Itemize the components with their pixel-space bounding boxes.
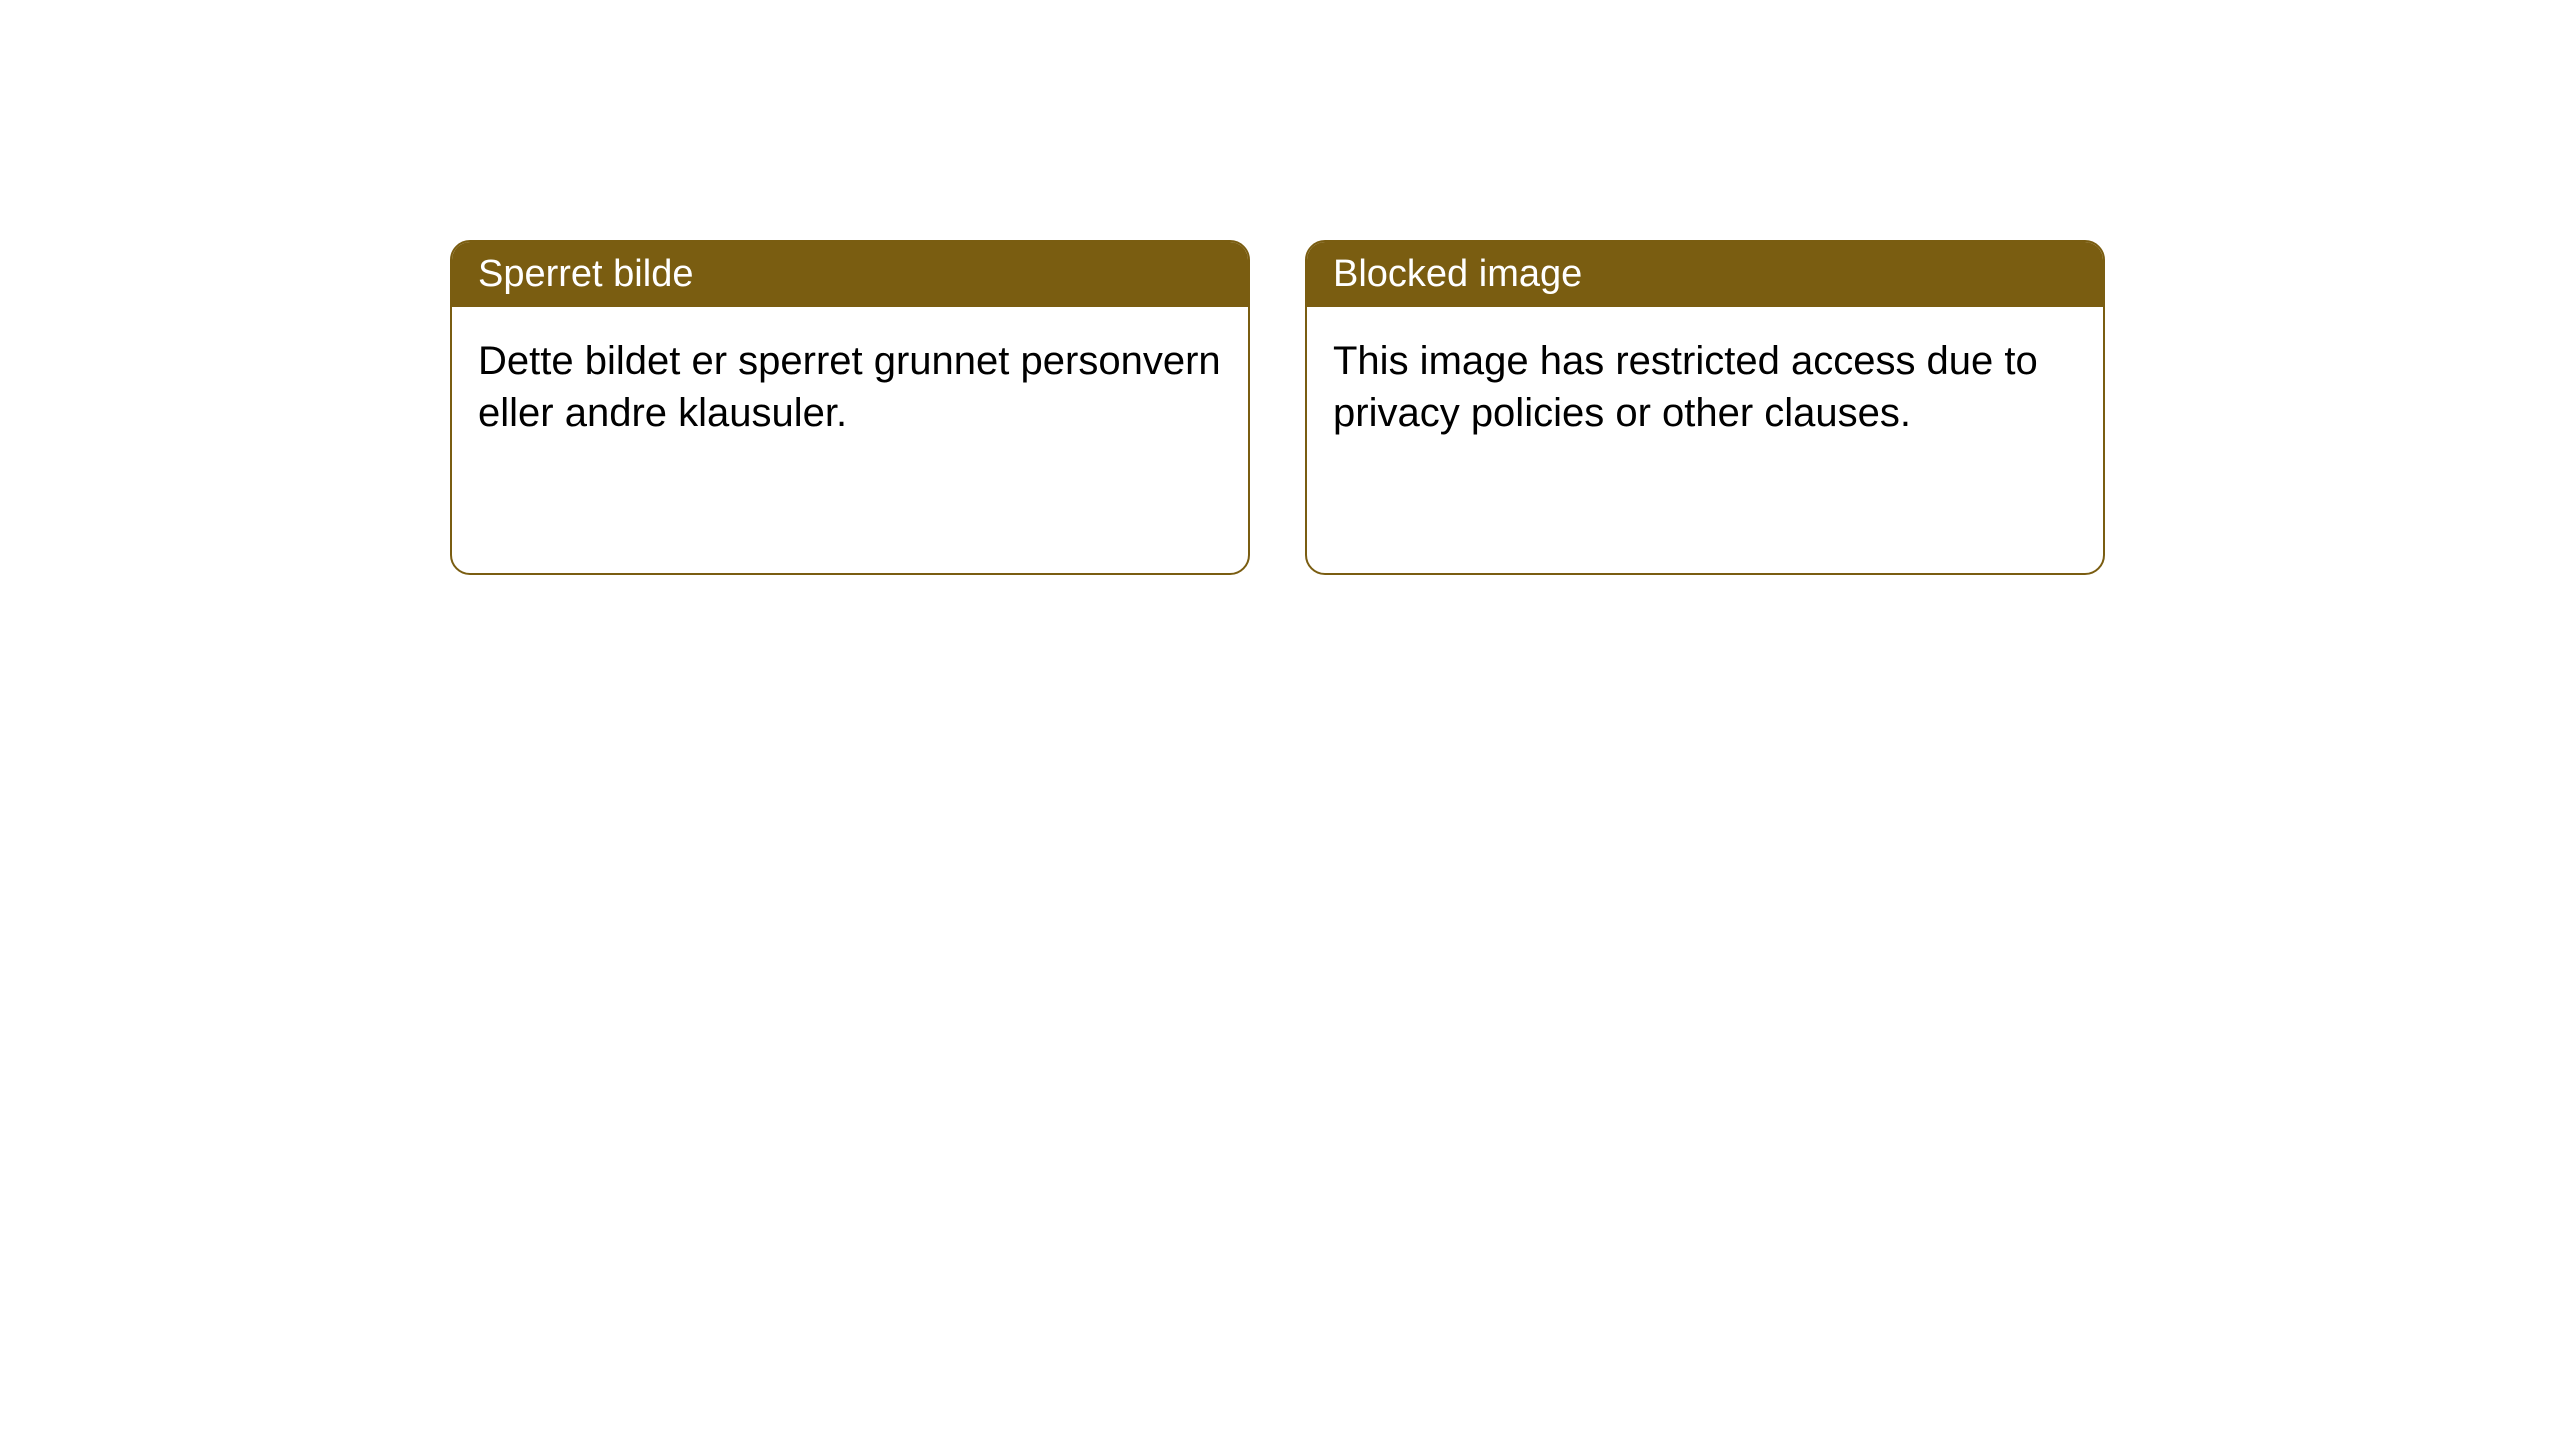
notice-title-english: Blocked image (1307, 242, 2103, 307)
notice-body-english: This image has restricted access due to … (1307, 307, 2103, 467)
notice-card-english: Blocked image This image has restricted … (1305, 240, 2105, 575)
notice-container: Sperret bilde Dette bildet er sperret gr… (450, 240, 2105, 575)
notice-body-norwegian: Dette bildet er sperret grunnet personve… (452, 307, 1248, 467)
notice-title-norwegian: Sperret bilde (452, 242, 1248, 307)
notice-card-norwegian: Sperret bilde Dette bildet er sperret gr… (450, 240, 1250, 575)
